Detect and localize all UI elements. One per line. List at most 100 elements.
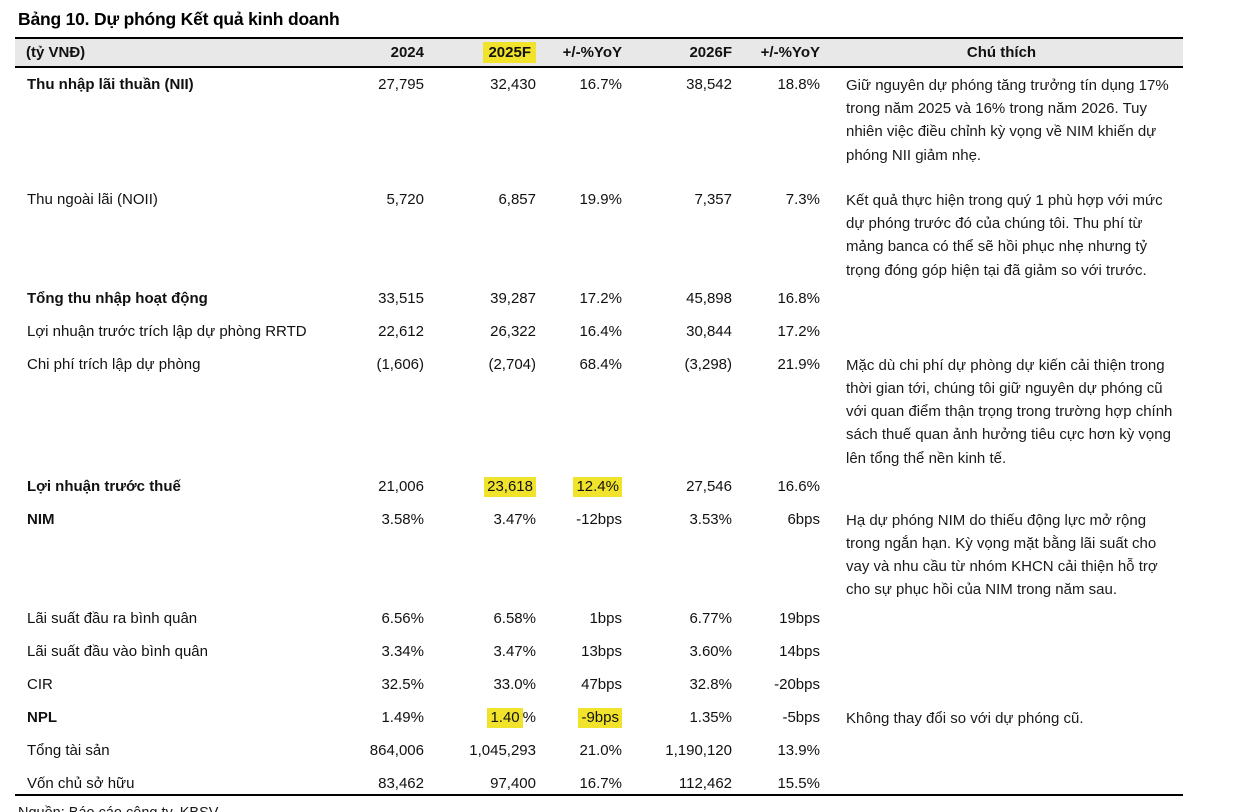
row-value: 19.9%	[579, 191, 622, 208]
header-yoy-2026: +/-%YoY	[760, 44, 820, 61]
row-label: CIR	[27, 675, 53, 693]
row-value: 16.7%	[579, 76, 622, 93]
row-value: 18.8%	[777, 76, 820, 93]
row-value: 7.3%	[785, 191, 820, 208]
table-row: NIM 3.58% 3.47% -12bps 3.53% 6bps Hạ dự phóng …	[15, 503, 1183, 602]
row-value: 3.53%	[689, 510, 732, 528]
row-value: (2,704)	[488, 355, 536, 373]
row-value: 864,006	[369, 741, 424, 759]
row-value: 6bps	[787, 510, 820, 528]
header-2025f-highlight: 2025F	[483, 42, 536, 63]
table-row: Thu ngoài lãi (NOII) 5,720 6,857 19.9% 7,357…	[15, 183, 1183, 282]
table-title: Bảng 10. Dự phóng Kết quả kinh doanh	[18, 9, 340, 29]
highlighted-value: 1.40	[487, 707, 523, 728]
row-value: 6.56%	[381, 609, 424, 627]
row-label: Lợi nhuận trước trích lập dự phòng RRTD	[27, 322, 307, 340]
header-yoy-2025: +/-%YoY	[562, 44, 622, 61]
row-label: Vốn chủ sở hữu	[27, 774, 135, 792]
row-note: Hạ dự phóng NIM do thiếu động lực mở rộn…	[846, 511, 1158, 599]
row-value: 15.5%	[777, 774, 820, 792]
row-value: -9bps	[536, 701, 622, 734]
row-value: 16.4%	[579, 322, 622, 340]
row-value: 7,357	[694, 191, 732, 208]
highlighted-value: 12.4%	[573, 476, 622, 497]
row-note: Kết quả thực hiện trong quý 1 phù hợp vớ…	[846, 192, 1163, 279]
row-label: NIM	[27, 510, 55, 528]
row-value: 3.47%	[493, 510, 536, 528]
report-page: Bảng 10. Dự phóng Kết quả kinh doanh (tỷ…	[0, 9, 1238, 812]
row-value: 47bps	[581, 675, 622, 693]
header-notes: Chú thích	[966, 44, 1037, 61]
header-2024: 2024	[390, 44, 424, 61]
row-value: 68.4%	[579, 355, 622, 373]
row-value: 38,542	[686, 76, 732, 93]
row-value: 1.40%	[424, 701, 536, 734]
row-note	[820, 602, 1183, 635]
table-row: Tổng tài sản 864,006 1,045,293 21.0% 1,190,1…	[15, 734, 1183, 767]
row-value: -5bps	[782, 708, 820, 726]
row-value: 5,720	[386, 191, 424, 208]
table-row: Lãi suất đầu ra bình quân 6.56% 6.58% 1bps 6…	[15, 602, 1183, 635]
header-2026f: 2026F	[689, 44, 732, 61]
forecast-table: (tỷ VNĐ) 2024 2025F +/-%YoY 2026F +/-%Yo…	[15, 37, 1183, 796]
table-row: Tổng thu nhập hoạt động 33,515 39,287 17.2%…	[15, 282, 1183, 315]
row-value: 45,898	[686, 289, 732, 307]
row-value: 21.9%	[777, 355, 820, 373]
row-label: Tổng tài sản	[27, 741, 110, 759]
row-value: 16.8%	[777, 289, 820, 307]
row-value: 17.2%	[579, 289, 622, 307]
table-row: Thu nhập lãi thuần (NII) 27,795 32,430 16.7…	[15, 67, 1183, 183]
row-value: 3.34%	[381, 642, 424, 660]
row-value: 13bps	[581, 642, 622, 660]
row-note	[820, 470, 1183, 503]
row-value: 1.49%	[381, 708, 424, 726]
table-row: Vốn chủ sở hữu 83,462 97,400 16.7% 112,462 15…	[15, 767, 1183, 795]
row-value: 6.77%	[689, 609, 732, 627]
row-value: 6,857	[498, 191, 536, 208]
row-value: 1.35%	[689, 708, 732, 726]
row-label: Tổng thu nhập hoạt động	[27, 289, 208, 307]
row-value: 16.7%	[579, 774, 622, 792]
row-note	[820, 668, 1183, 701]
row-value: 23,618	[424, 470, 536, 503]
row-note	[820, 635, 1183, 668]
row-value: 112,462	[678, 774, 732, 792]
row-value: 16.6%	[777, 477, 820, 495]
row-value: 3.47%	[493, 642, 536, 660]
row-value: -12bps	[576, 510, 622, 528]
row-value: 83,462	[378, 774, 424, 792]
row-note	[820, 734, 1183, 767]
table-row: CIR 32.5% 33.0% 47bps 32.8% -20bps	[15, 668, 1183, 701]
row-label: Lợi nhuận trước thuế	[27, 477, 181, 495]
row-note: Giữ nguyên dự phóng tăng trưởng tín dụng…	[846, 77, 1169, 164]
row-note	[820, 282, 1183, 315]
table-row: NPL 1.49% 1.40% -9bps 1.35% -5bps Không thay đ…	[15, 701, 1183, 734]
row-value: 1bps	[589, 609, 622, 627]
header-row: (tỷ VNĐ) 2024 2025F +/-%YoY 2026F +/-%Yo…	[15, 38, 1183, 67]
row-value: 39,287	[490, 289, 536, 307]
row-label: NPL	[27, 708, 57, 726]
row-note: Mặc dù chi phí dự phòng dự kiến cải thiệ…	[846, 356, 1173, 467]
row-value: 17.2%	[777, 322, 820, 340]
row-label: Thu ngoài lãi (NOII)	[27, 191, 158, 208]
row-value: -20bps	[774, 675, 820, 693]
row-value: 6.58%	[493, 609, 536, 627]
table-header: (tỷ VNĐ) 2024 2025F +/-%YoY 2026F +/-%Yo…	[15, 38, 1183, 67]
row-value: 27,795	[378, 76, 424, 93]
row-value: (1,606)	[376, 355, 424, 373]
table-row: Lợi nhuận trước trích lập dự phòng RRTD 2…	[15, 315, 1183, 348]
row-value: 21,006	[378, 477, 424, 495]
row-value: 19bps	[779, 609, 820, 627]
source-note: Nguồn: Báo cáo công ty, KBSV	[18, 805, 1238, 812]
row-value: 33.0%	[493, 675, 536, 693]
row-value: 21.0%	[579, 741, 622, 759]
row-value: 1,190,120	[665, 741, 732, 759]
table-row: Lãi suất đầu vào bình quân 3.34% 3.47% 13bp…	[15, 635, 1183, 668]
highlighted-value: 23,618	[484, 476, 536, 497]
table-body: Thu nhập lãi thuần (NII) 27,795 32,430 16.7…	[15, 67, 1183, 795]
table-row: Chi phí trích lập dự phòng (1,606) (2,704)…	[15, 348, 1183, 470]
header-unit: (tỷ VNĐ)	[26, 44, 86, 61]
row-note: Không thay đổi so với dự phóng cũ.	[846, 709, 1084, 727]
row-note	[820, 315, 1183, 348]
row-value: 27,546	[686, 477, 732, 495]
